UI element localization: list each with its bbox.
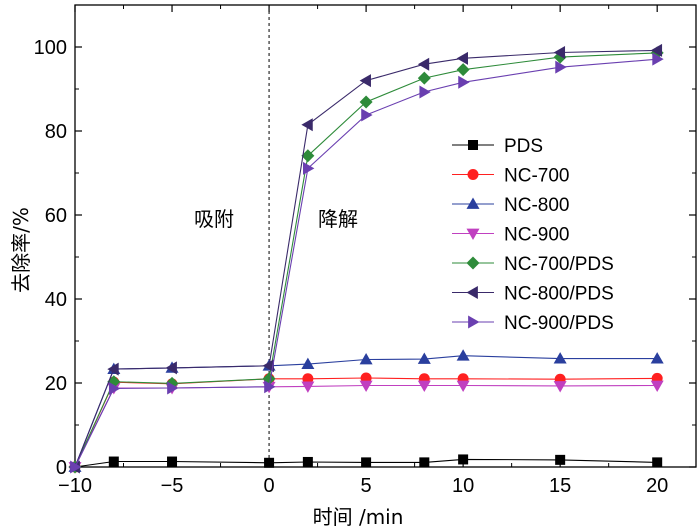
legend-marker xyxy=(466,228,480,240)
data-point xyxy=(456,380,470,393)
legend-entry: NC-700 xyxy=(452,166,569,187)
data-point xyxy=(650,352,664,364)
y-tick-label: 60 xyxy=(45,205,67,227)
x-tick-label: 20 xyxy=(646,475,668,497)
series-line xyxy=(74,49,658,468)
x-tick-label: 10 xyxy=(452,475,474,497)
legend-marker xyxy=(467,169,479,180)
series-line xyxy=(74,355,658,468)
legend-entry: NC-900 xyxy=(452,225,569,246)
legend-label: NC-800/PDS xyxy=(504,284,614,305)
data-point xyxy=(417,57,430,71)
data-point xyxy=(301,118,313,132)
data-point xyxy=(301,149,315,163)
data-point xyxy=(553,381,567,393)
series-line xyxy=(74,384,658,468)
x-tick-label: 5 xyxy=(361,475,372,497)
data-point xyxy=(456,51,468,65)
y-tick-label: 100 xyxy=(34,37,67,59)
data-point xyxy=(417,71,431,85)
series-line xyxy=(74,58,658,468)
data-point xyxy=(167,456,178,467)
legend-entry: NC-800/PDS xyxy=(452,284,614,305)
legend-label: NC-900/PDS xyxy=(504,313,614,334)
y-tick-label: 80 xyxy=(45,121,67,143)
data-point xyxy=(359,74,371,88)
data-point xyxy=(652,52,664,66)
legend-label: NC-700/PDS xyxy=(504,254,614,275)
data-point xyxy=(264,380,276,394)
data-point xyxy=(458,454,469,465)
series-nc-800 xyxy=(68,349,664,472)
data-point xyxy=(456,63,470,77)
x-tick-label: −10 xyxy=(58,475,92,497)
data-point xyxy=(167,381,179,395)
data-point xyxy=(555,454,566,465)
series-nc-900-pds xyxy=(70,52,664,474)
data-point xyxy=(361,457,372,468)
data-point xyxy=(456,349,470,361)
y-tick-label: 40 xyxy=(45,289,67,311)
data-point xyxy=(419,457,430,468)
data-point xyxy=(303,161,315,175)
y-axis-label: 去除率/% xyxy=(9,207,33,293)
data-point xyxy=(301,357,315,369)
data-point xyxy=(70,460,82,474)
data-point xyxy=(262,359,274,373)
legend-label: PDS xyxy=(504,136,543,157)
series-line xyxy=(74,52,658,468)
data-point xyxy=(553,352,567,364)
legend-entry: PDS xyxy=(452,136,543,157)
data-point xyxy=(107,362,119,376)
legend-entry: NC-900/PDS xyxy=(452,313,614,334)
legend-marker xyxy=(466,256,480,270)
data-point xyxy=(302,456,313,467)
x-tick-label: −5 xyxy=(161,475,184,497)
data-point xyxy=(264,457,275,468)
legend: PDS NC-700 NC-800 NC-900 NC-700/PDS NC-800/PD… xyxy=(452,136,614,334)
legend-marker xyxy=(466,286,478,299)
data-point xyxy=(108,381,121,395)
data-point xyxy=(359,95,373,109)
x-axis-label: 时间 /min xyxy=(313,505,404,529)
data-point xyxy=(650,380,664,393)
legend-label: NC-800 xyxy=(504,195,569,216)
series-line xyxy=(74,458,658,468)
plot-frame xyxy=(74,4,697,468)
series-layer xyxy=(68,43,664,474)
data-point xyxy=(361,108,373,122)
x-tick-label: 0 xyxy=(264,475,275,497)
data-point xyxy=(108,456,119,467)
data-point xyxy=(165,361,177,375)
legend-entry: NC-800 xyxy=(452,195,569,216)
y-tick-label: 0 xyxy=(56,457,67,479)
legend-marker xyxy=(468,140,478,150)
data-point xyxy=(419,85,431,99)
legend-marker xyxy=(466,197,480,209)
data-point xyxy=(553,45,566,59)
annotation-degradation: 降解 xyxy=(318,207,358,231)
legend-entry: NC-700/PDS xyxy=(452,254,614,275)
data-point xyxy=(417,380,431,393)
y-tick-label: 20 xyxy=(45,373,67,395)
series-pds xyxy=(70,454,663,472)
x-tick-label: 15 xyxy=(549,475,571,497)
data-point xyxy=(652,457,663,468)
data-point xyxy=(555,60,567,74)
annotation-adsorption: 吸附 xyxy=(194,207,234,231)
data-point xyxy=(417,352,431,364)
data-point xyxy=(359,352,373,365)
legend-label: NC-900 xyxy=(504,225,569,246)
legend-label: NC-700 xyxy=(504,166,569,187)
legend-marker xyxy=(468,315,480,329)
data-point xyxy=(301,381,315,393)
data-point xyxy=(359,380,373,393)
data-point xyxy=(650,43,663,57)
data-point xyxy=(458,75,470,89)
